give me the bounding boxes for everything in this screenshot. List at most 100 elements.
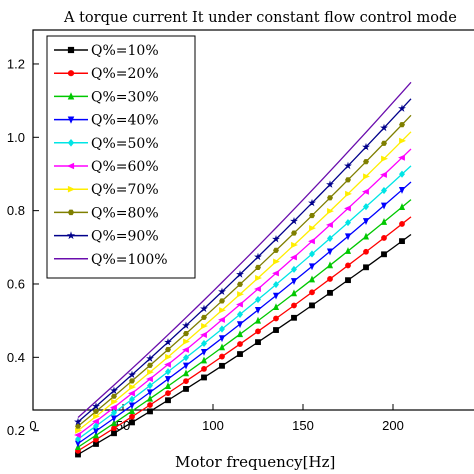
legend-swatch-marker bbox=[67, 70, 75, 77]
data-point bbox=[75, 427, 82, 434]
data-point bbox=[93, 413, 100, 420]
data-point bbox=[326, 221, 333, 228]
x-tick-label: 200 bbox=[382, 418, 404, 433]
data-point bbox=[344, 161, 352, 170]
data-point bbox=[128, 370, 136, 379]
data-point bbox=[183, 378, 189, 385]
data-point bbox=[200, 331, 207, 338]
series-4 bbox=[74, 181, 412, 448]
data-point bbox=[291, 302, 297, 309]
data-point bbox=[237, 281, 243, 287]
data-point bbox=[183, 354, 189, 362]
data-point bbox=[183, 338, 190, 345]
data-point bbox=[254, 307, 262, 314]
data-point bbox=[146, 394, 154, 402]
data-point bbox=[218, 316, 225, 323]
chart-title: A torque current It under constant flow … bbox=[63, 10, 457, 26]
legend-label: Q%=40% bbox=[91, 113, 159, 129]
data-point bbox=[399, 221, 405, 227]
data-point bbox=[74, 431, 81, 439]
series-3 bbox=[74, 199, 412, 451]
data-point bbox=[363, 173, 370, 180]
data-point bbox=[309, 225, 316, 232]
data-point bbox=[255, 339, 261, 346]
y-tick-label: 0.8 bbox=[7, 203, 25, 218]
data-point bbox=[182, 346, 189, 353]
data-point bbox=[110, 386, 118, 395]
data-point bbox=[236, 330, 244, 338]
y-tick-label: 0.2 bbox=[7, 423, 25, 438]
data-point bbox=[147, 402, 153, 408]
data-point bbox=[327, 195, 333, 201]
data-point bbox=[309, 289, 315, 296]
data-point bbox=[92, 418, 99, 425]
y-tick-label: 1.2 bbox=[7, 56, 25, 71]
data-point bbox=[147, 369, 154, 376]
data-point bbox=[381, 251, 387, 258]
data-point bbox=[363, 264, 369, 271]
data-point bbox=[399, 238, 405, 245]
data-point bbox=[273, 315, 279, 322]
data-point bbox=[291, 230, 297, 236]
data-point bbox=[236, 321, 244, 329]
data-point bbox=[128, 402, 136, 410]
series-5 bbox=[75, 165, 412, 443]
data-point bbox=[398, 203, 406, 211]
data-point bbox=[219, 362, 225, 369]
data-point bbox=[362, 218, 370, 225]
data-point bbox=[290, 289, 298, 297]
data-point bbox=[111, 409, 117, 417]
y-tick-label: 0.6 bbox=[7, 276, 25, 291]
data-point bbox=[129, 419, 135, 426]
data-point bbox=[147, 382, 153, 390]
data-point bbox=[327, 208, 334, 215]
data-point bbox=[326, 180, 334, 188]
data-point bbox=[236, 301, 243, 308]
legend-label: Q%=70% bbox=[91, 182, 159, 198]
legend-label: Q%=100% bbox=[91, 252, 168, 268]
data-point bbox=[219, 298, 225, 304]
data-point bbox=[201, 339, 207, 348]
legend-swatch-marker bbox=[66, 162, 75, 170]
data-point bbox=[146, 375, 153, 383]
series-2 bbox=[75, 216, 412, 454]
data-point bbox=[381, 235, 387, 241]
data-point bbox=[219, 353, 225, 360]
data-point bbox=[165, 347, 171, 353]
data-point bbox=[309, 302, 315, 309]
data-point bbox=[128, 390, 135, 397]
data-point bbox=[110, 419, 118, 427]
data-point bbox=[237, 291, 244, 298]
data-point bbox=[380, 171, 387, 178]
data-point bbox=[255, 328, 261, 335]
data-point bbox=[399, 137, 406, 144]
x-axis-label: Motor frequency[Hz] bbox=[175, 453, 335, 471]
data-point bbox=[272, 270, 279, 277]
legend-label: Q%=30% bbox=[91, 89, 159, 105]
series-6 bbox=[74, 148, 412, 439]
data-point bbox=[381, 140, 387, 146]
data-point bbox=[272, 234, 280, 243]
data-point bbox=[326, 261, 334, 269]
data-point bbox=[380, 217, 388, 225]
data-point bbox=[362, 232, 370, 240]
data-point bbox=[147, 362, 153, 368]
data-point bbox=[308, 198, 316, 207]
data-point bbox=[308, 238, 315, 245]
x-tick-label: 50 bbox=[116, 418, 130, 433]
data-point bbox=[345, 219, 351, 227]
series-line bbox=[77, 98, 412, 423]
data-point bbox=[344, 205, 351, 212]
series-line bbox=[77, 199, 412, 448]
data-point bbox=[237, 341, 243, 347]
data-point bbox=[92, 431, 100, 439]
plot-frame bbox=[32, 29, 474, 411]
data-point bbox=[327, 234, 333, 242]
x-tick-label: 150 bbox=[292, 418, 314, 433]
data-point bbox=[345, 190, 352, 197]
data-point bbox=[128, 407, 136, 414]
data-point bbox=[200, 304, 208, 313]
data-point bbox=[182, 321, 190, 329]
data-point bbox=[200, 349, 208, 356]
data-point bbox=[201, 314, 207, 320]
